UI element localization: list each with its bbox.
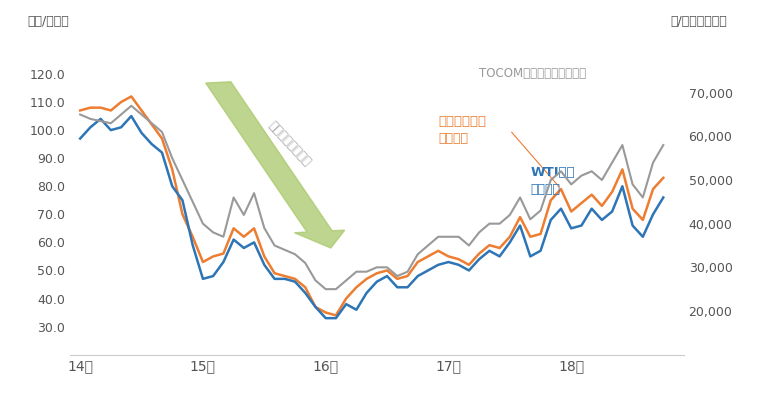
Text: ドル/バレル: ドル/バレル (27, 15, 68, 28)
Text: 逆オイルショック: 逆オイルショック (266, 119, 314, 169)
Text: WTI原油: WTI原油 (530, 166, 575, 179)
Text: （左軸）: （左軸） (438, 132, 469, 145)
Text: （左軸）: （左軸） (530, 183, 560, 195)
Text: TOCOMドバイ原油（右軸）: TOCOMドバイ原油（右軸） (479, 67, 587, 81)
Text: 円/キロリットル: 円/キロリットル (670, 15, 726, 28)
FancyArrow shape (206, 82, 345, 248)
Text: ブレント原油: ブレント原油 (438, 115, 486, 128)
